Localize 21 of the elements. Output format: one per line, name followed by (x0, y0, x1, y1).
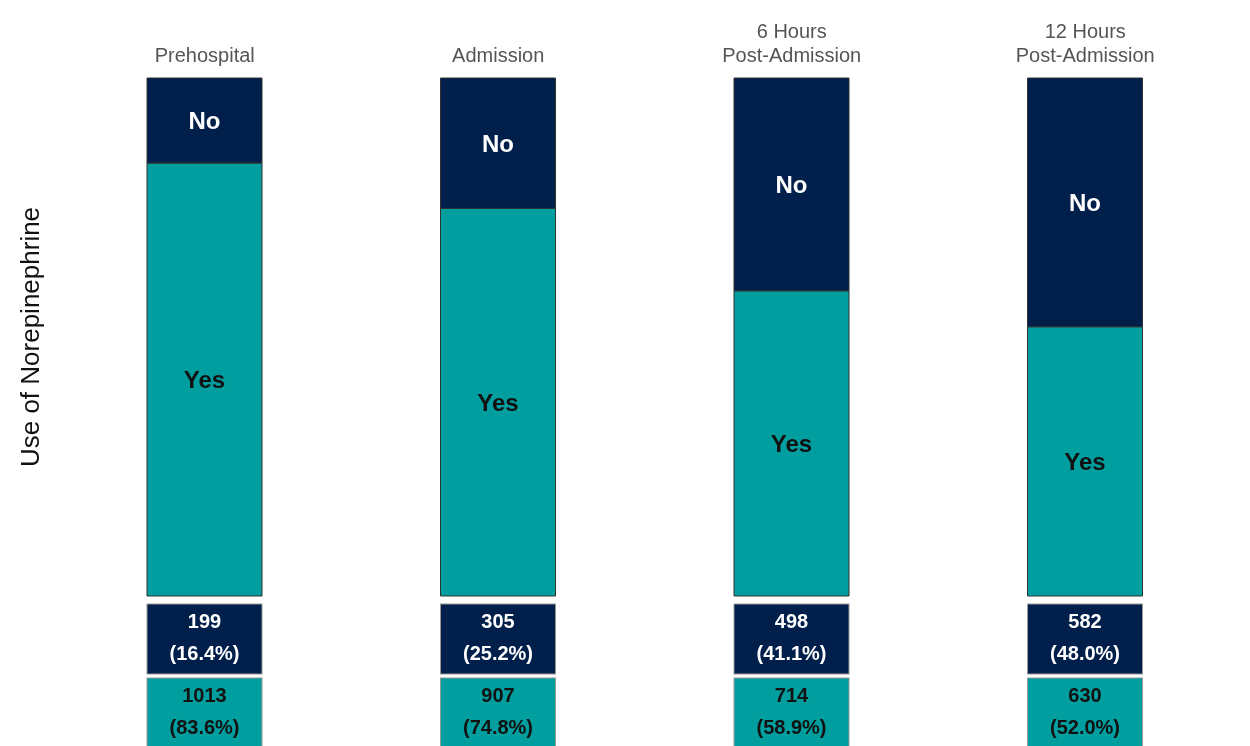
data-label: 498 (41.1%) (756, 610, 827, 664)
data-label: 582 (48.0%) (1049, 610, 1121, 664)
y-axis-title: Use of Norepinephrine (15, 206, 46, 468)
data-label: 1013 (83.6%) (169, 684, 240, 738)
text: No (482, 129, 514, 157)
text: Yes (183, 366, 226, 394)
data-label: 630 (52.0%) (1049, 684, 1121, 738)
text: No (1069, 188, 1101, 216)
data-label: 714 (58.9%) (756, 684, 827, 738)
data-label: 199 (16.4%) (169, 610, 240, 664)
x-tick-label: Admission (452, 44, 545, 66)
x-tick-label: Prehospital (154, 44, 255, 66)
series-label: Yes (477, 388, 519, 416)
data-label: 907 (74.8%) (462, 684, 534, 738)
x-tick-label: 6 Hours Post-Admission (722, 20, 862, 66)
text: Yes (1064, 447, 1106, 475)
x-tick-label: 12 Hours Post-Admission (1015, 20, 1155, 66)
series-label: No (188, 107, 221, 135)
text: Yes (770, 429, 813, 457)
text: No (775, 170, 808, 198)
data-label: 305 (25.2%) (462, 610, 534, 664)
